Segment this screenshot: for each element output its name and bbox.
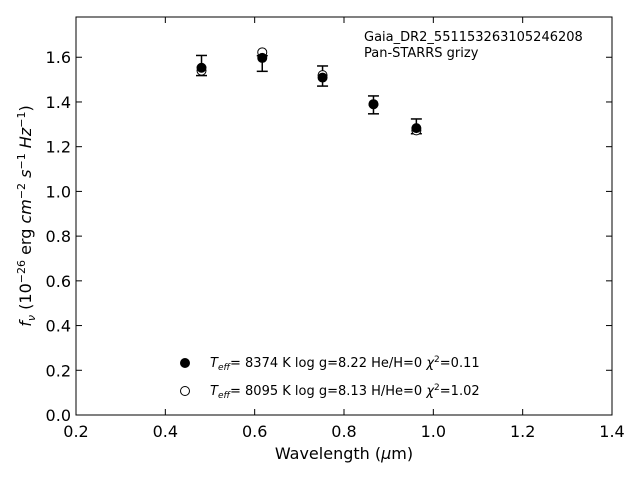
y-tick-label: 1.6 — [46, 48, 71, 67]
y-tick-label: 0.2 — [46, 361, 71, 380]
y-tick-labels: 0.0 0.2 0.4 0.6 0.8 1.0 1.2 1.4 1.6 — [46, 48, 71, 425]
point-filled — [196, 62, 207, 73]
y-tick-label: 1.4 — [46, 93, 71, 112]
y-tick-label: 0.8 — [46, 227, 71, 246]
y-tick-label: 0.0 — [46, 406, 71, 425]
y-tick-label: 1.2 — [46, 138, 71, 157]
axis-ticks — [75, 17, 613, 416]
error-bars — [196, 54, 422, 135]
point-filled — [317, 72, 328, 83]
x-tick-label: 0.6 — [242, 422, 267, 441]
legend: Teff= 8374 K log g=8.22 He/H=0 χ2=0.11 T… — [180, 355, 480, 401]
y-tick-label: 0.6 — [46, 272, 71, 291]
legend-entry-1: Teff= 8374 K log g=8.22 He/H=0 χ2=0.11 — [210, 355, 480, 373]
x-tick-label: 0.2 — [63, 422, 88, 441]
point-filled — [368, 99, 379, 110]
legend-marker-open — [180, 386, 190, 396]
x-tick-label: 0.8 — [331, 422, 356, 441]
x-axis-label: Wavelength (μm) — [275, 444, 413, 463]
object-id-annotation: Gaia_DR2_551153263105246208 — [364, 30, 583, 45]
x-tick-label: 1.2 — [510, 422, 535, 441]
legend-marker-filled — [180, 358, 190, 368]
legend-entry-2: Teff= 8095 K log g=8.13 H/He=0 χ2=1.02 — [210, 383, 480, 401]
survey-annotation: Pan-STARRS grizy — [364, 46, 479, 61]
x-tick-labels: 0.2 0.4 0.6 0.8 1.0 1.2 1.4 — [63, 422, 624, 441]
y-tick-label: 0.4 — [46, 317, 71, 336]
point-filled — [257, 52, 268, 63]
y-axis-label: fν (10−26 erg cm−2 s−1 Hz−1) — [15, 105, 38, 326]
x-tick-label: 0.4 — [153, 422, 178, 441]
data-points — [196, 47, 422, 136]
x-tick-label: 1.0 — [421, 422, 446, 441]
x-tick-label: 1.4 — [599, 422, 624, 441]
y-tick-label: 1.0 — [46, 182, 71, 201]
point-filled — [411, 123, 422, 134]
